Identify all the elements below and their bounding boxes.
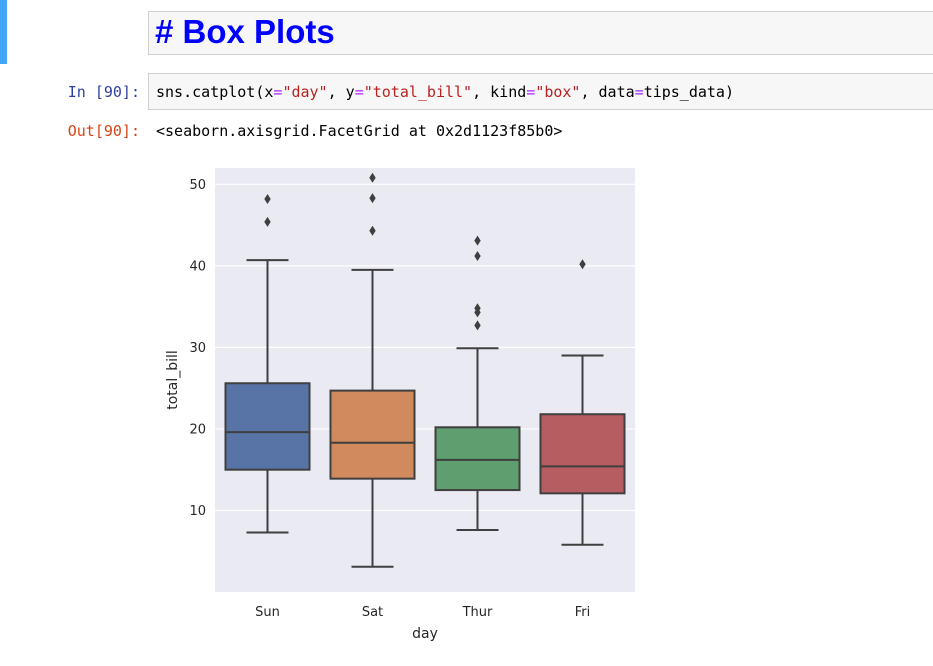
outlier-point xyxy=(264,216,271,227)
outlier-point xyxy=(369,225,376,236)
output-text: <seaborn.axisgrid.FacetGrid at 0x2d1123f… xyxy=(156,122,563,140)
code-token: , y xyxy=(327,83,355,101)
code-token: "box" xyxy=(535,83,581,101)
x-axis-label: day xyxy=(412,626,438,642)
outlier-point xyxy=(264,193,271,204)
output-prompt: Out[90]: xyxy=(67,122,140,140)
code-editor[interactable]: sns.catplot(x="day", y="total_bill", kin… xyxy=(148,73,933,110)
input-prompt: In [90]: xyxy=(67,83,140,101)
code-token: = xyxy=(273,83,283,101)
outlier-point xyxy=(369,193,376,204)
plot-background xyxy=(215,168,635,592)
code-line: sns.catplot(x="day", y="total_bill", kin… xyxy=(156,82,734,102)
outlier-point xyxy=(474,320,481,331)
x-tick-label: Sun xyxy=(255,605,280,620)
markdown-editor[interactable]: # Box Plots xyxy=(148,11,933,55)
code-token: "day" xyxy=(282,83,328,101)
code-token: , data xyxy=(580,83,635,101)
x-tick-label: Sat xyxy=(362,605,383,620)
y-tick-label: 10 xyxy=(189,504,206,519)
x-tick-label: Thur xyxy=(462,605,493,620)
code-token: "total_bill" xyxy=(363,83,473,101)
box-fri xyxy=(539,413,626,495)
code-token: sns.catplot(x xyxy=(156,83,274,101)
y-tick-label: 20 xyxy=(189,422,206,437)
outlier-point xyxy=(579,259,586,270)
box-plot-chart: 10 20 30 40 50 Sun Sat Thur Fri day total_bill xyxy=(165,168,635,642)
outlier-point xyxy=(474,235,481,246)
code-token: = xyxy=(354,83,364,101)
code-token: = xyxy=(634,83,644,101)
y-tick-label: 30 xyxy=(189,341,206,356)
outlier-point xyxy=(474,303,481,314)
box-sun xyxy=(224,382,311,471)
y-axis-label: total_bill xyxy=(165,350,181,410)
markdown-text: # Box Plots xyxy=(155,13,335,50)
outlier-point xyxy=(474,251,481,262)
cell-selection-bar xyxy=(0,0,7,64)
code-token: , kind xyxy=(472,83,527,101)
y-tick-label: 50 xyxy=(189,178,206,193)
box-plot-figure: 10 20 30 40 50 Sun Sat Thur Fri day total_bill xyxy=(150,160,650,650)
box-thur xyxy=(434,426,521,492)
code-token: tips_data) xyxy=(643,83,734,101)
code-token: = xyxy=(526,83,536,101)
markdown-cell[interactable]: # Box Plots xyxy=(0,0,933,64)
box-sat xyxy=(329,389,416,480)
x-tick-label: Fri xyxy=(575,605,591,620)
y-tick-label: 40 xyxy=(189,259,206,274)
outlier-point xyxy=(369,172,376,183)
